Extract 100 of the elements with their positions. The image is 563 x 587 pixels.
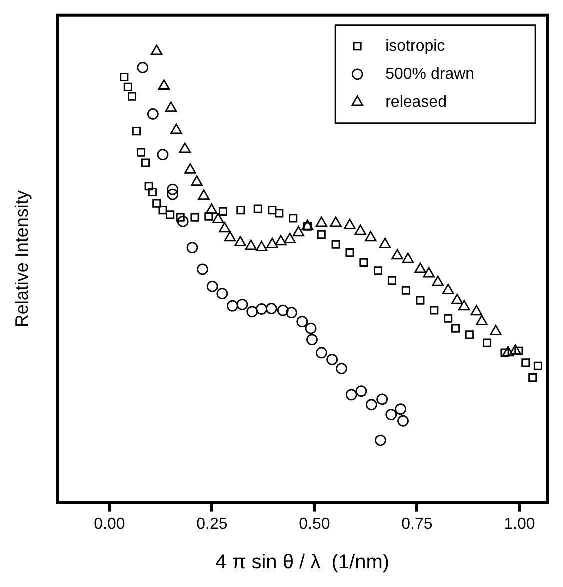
x-tick-label: 0.50 xyxy=(299,516,330,533)
point xyxy=(165,102,178,112)
point xyxy=(245,240,258,250)
point xyxy=(386,409,398,420)
point xyxy=(296,316,308,328)
point xyxy=(476,315,488,326)
point xyxy=(330,216,342,228)
point xyxy=(152,199,162,208)
point xyxy=(167,184,179,196)
point xyxy=(150,44,163,56)
point xyxy=(191,176,203,186)
point xyxy=(346,248,354,258)
point xyxy=(398,415,409,427)
point xyxy=(336,363,348,374)
point xyxy=(128,92,136,101)
point xyxy=(289,214,298,223)
point xyxy=(224,231,236,242)
point xyxy=(204,212,214,221)
point xyxy=(266,238,278,248)
point xyxy=(167,188,179,200)
point xyxy=(379,238,392,248)
point xyxy=(374,266,382,276)
point xyxy=(158,80,170,90)
x-tick-label: 0.25 xyxy=(196,516,228,533)
point xyxy=(490,325,502,336)
point xyxy=(219,222,231,233)
point xyxy=(166,210,175,220)
point xyxy=(416,296,425,305)
point xyxy=(316,347,328,359)
x-tick-label: 0.75 xyxy=(402,516,433,533)
point xyxy=(483,338,492,348)
point xyxy=(444,314,453,323)
point xyxy=(197,264,208,276)
point xyxy=(366,399,378,411)
point xyxy=(256,303,268,315)
point xyxy=(212,213,224,224)
point xyxy=(246,306,258,318)
point xyxy=(286,307,298,319)
point xyxy=(402,286,410,295)
point xyxy=(184,163,196,174)
point xyxy=(157,149,169,161)
point xyxy=(268,206,277,215)
legend-label: 500% drawn xyxy=(386,66,475,83)
point xyxy=(120,72,129,82)
point xyxy=(317,230,326,239)
point xyxy=(284,232,296,244)
point xyxy=(306,334,318,346)
point xyxy=(364,231,377,242)
point xyxy=(176,213,185,222)
point xyxy=(277,304,289,316)
point xyxy=(402,252,414,264)
point xyxy=(502,346,514,357)
point xyxy=(186,242,198,254)
point xyxy=(528,374,538,382)
point xyxy=(158,206,168,215)
point xyxy=(142,158,150,168)
legend-label: isotropic xyxy=(386,38,446,55)
x-axis-title: 4 π sin θ / λ (1/nm) xyxy=(216,552,390,574)
point xyxy=(356,386,368,398)
point xyxy=(226,300,238,312)
point xyxy=(451,294,464,304)
point xyxy=(326,354,338,366)
point xyxy=(206,280,218,292)
point xyxy=(198,190,210,200)
y-axis-title: Relative Intensity xyxy=(12,190,32,328)
point xyxy=(392,249,404,260)
point xyxy=(332,240,340,249)
point xyxy=(144,182,154,191)
legend-label: released xyxy=(386,94,447,111)
point xyxy=(346,389,358,401)
point xyxy=(375,434,386,446)
point xyxy=(458,300,470,311)
point xyxy=(147,108,159,120)
point xyxy=(219,207,228,216)
point xyxy=(132,127,141,136)
point xyxy=(376,394,388,406)
point xyxy=(354,224,367,236)
point xyxy=(452,324,460,333)
point xyxy=(216,288,228,300)
point xyxy=(275,235,287,246)
point xyxy=(522,358,530,368)
point xyxy=(414,262,426,274)
point xyxy=(266,303,278,314)
point xyxy=(236,206,246,215)
point xyxy=(254,204,262,214)
point xyxy=(170,124,182,134)
point xyxy=(510,344,522,355)
point xyxy=(442,284,454,294)
point xyxy=(316,216,328,228)
point xyxy=(275,209,284,218)
point xyxy=(234,236,246,247)
x-tick-label: 0.00 xyxy=(94,516,126,533)
point xyxy=(360,258,368,267)
point xyxy=(305,322,317,334)
point xyxy=(388,276,396,285)
point xyxy=(124,82,132,92)
point xyxy=(292,226,305,237)
point xyxy=(179,142,192,154)
point xyxy=(465,330,474,340)
point xyxy=(432,276,444,286)
